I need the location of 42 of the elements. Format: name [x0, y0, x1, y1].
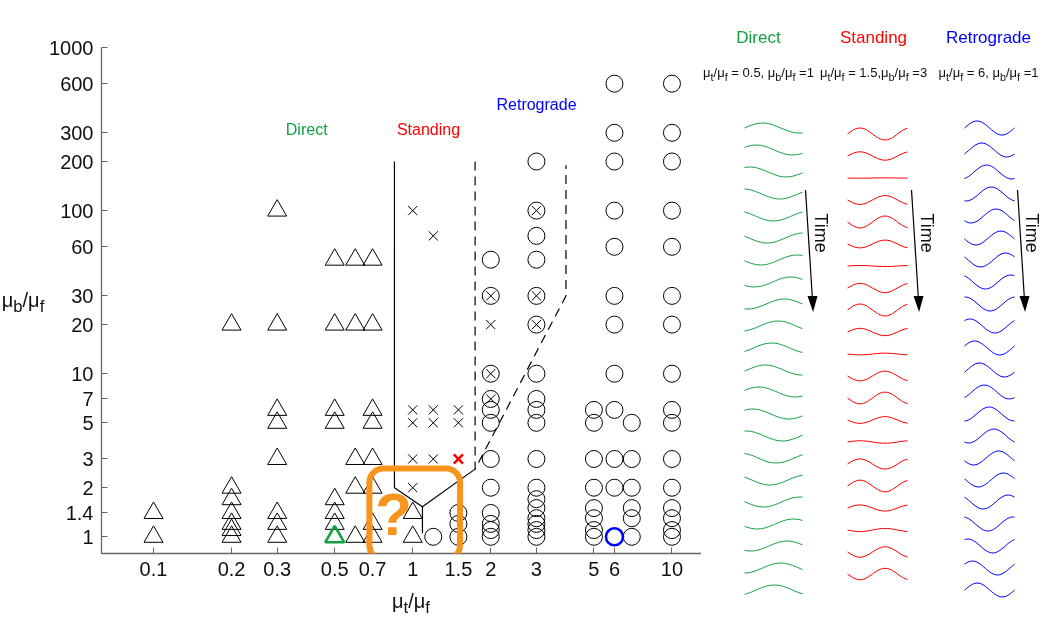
- y-tick-label: 1: [82, 525, 94, 548]
- x-tick-label: 0.7: [358, 557, 387, 580]
- x-tick-label: 3: [530, 557, 542, 580]
- y-axis-title: μ$_{b}$/μ$_{f}$: [0, 288, 46, 318]
- x-tick-label: 0.1: [139, 557, 168, 580]
- y-tick-label: 3: [82, 447, 94, 470]
- annotation: μ$_{t}$/μ$_{f}$ = 1.5,μ$_{b}$/μ$_{f}$ =3: [819, 65, 928, 80]
- y-tick-label: 20: [71, 313, 94, 336]
- series-name: Standing: [839, 28, 908, 47]
- y-tick-label: 7: [82, 387, 94, 410]
- x-tick-label: 5: [588, 557, 600, 580]
- annotation: Retrograde: [496, 96, 577, 114]
- x-tick-label: 10: [660, 557, 684, 580]
- y-tick-label: 200: [60, 150, 94, 173]
- y-tick-label: 1000: [49, 36, 94, 59]
- annotation: μ$_{t}$/μ$_{f}$ = 6, μ$_{b}$/μ$_{f}$ =1: [938, 65, 1039, 80]
- y-tick-label: 60: [71, 235, 94, 258]
- x-tick-label: 1: [407, 557, 419, 580]
- x-tick-label: 0.5: [320, 557, 349, 580]
- y-tick-label: 10: [71, 362, 94, 385]
- y-tick-label: 300: [60, 121, 94, 144]
- x-tick-label: 1.5: [444, 557, 473, 580]
- x-tick-label: 0.2: [217, 557, 246, 580]
- y-tick-label: 30: [71, 284, 94, 307]
- series-name: Retrograde: [945, 28, 1032, 47]
- x-tick-label: 0.3: [263, 557, 292, 580]
- annotation: Time: [916, 212, 937, 255]
- y-tick-label: 2: [82, 476, 94, 499]
- x-tick-label: 6: [608, 557, 621, 580]
- series-name: Direct: [736, 28, 781, 47]
- y-tick-label: 100: [60, 199, 94, 222]
- y-tick-label: 600: [60, 72, 94, 95]
- x-tick-label: 2: [485, 557, 497, 580]
- annotation: Direct: [285, 120, 329, 138]
- y-tick-label: 1.4: [65, 501, 94, 524]
- annotation: ?: [375, 480, 413, 548]
- x-axis-title: μ$_{t}$/μ$_{f}$: [392, 590, 430, 612]
- annotation: Time: [810, 212, 831, 255]
- annotation: Time: [1021, 212, 1042, 255]
- annotation: μ$_{t}$/μ$_{f}$ = 0.5, μ$_{b}$/μ$_{f}$ =1: [703, 65, 814, 80]
- annotation: Standing: [396, 120, 461, 138]
- y-tick-label: 5: [82, 411, 94, 434]
